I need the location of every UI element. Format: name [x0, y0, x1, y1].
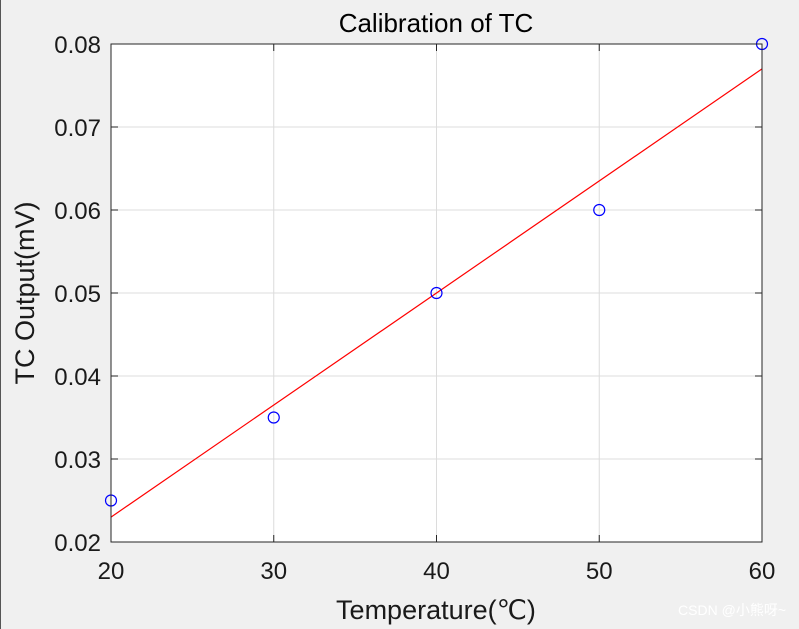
fit-line [110, 68, 763, 518]
y-tick-label: 0.08 [54, 32, 101, 59]
x-tick-label: 30 [260, 558, 287, 585]
chart-title: Calibration of TC [339, 8, 534, 38]
x-axis-label: Temperature(℃) [336, 595, 536, 625]
x-tick-label: 50 [586, 558, 613, 585]
x-tick-label: 60 [749, 558, 776, 585]
y-tick-label: 0.07 [54, 115, 101, 142]
x-tick-label: 20 [98, 558, 125, 585]
y-tick-label: 0.06 [54, 198, 101, 225]
x-tick-label: 40 [423, 558, 450, 585]
data-point [593, 203, 606, 217]
y-tick-label: 0.03 [54, 447, 101, 474]
y-tick-label: 0.02 [54, 530, 101, 557]
y-tick-label: 0.05 [54, 281, 101, 308]
y-tick-label: 0.04 [54, 364, 101, 391]
y-axis-label: TC Output(mV) [10, 201, 40, 384]
watermark: CSDN @小熊呀~ [678, 602, 786, 618]
data-point [430, 286, 443, 300]
data-point [267, 411, 280, 424]
ticks: 20 30 40 50 60 0.02 0.03 0.04 0.05 0.06 0.07 0.08 [54, 32, 775, 585]
